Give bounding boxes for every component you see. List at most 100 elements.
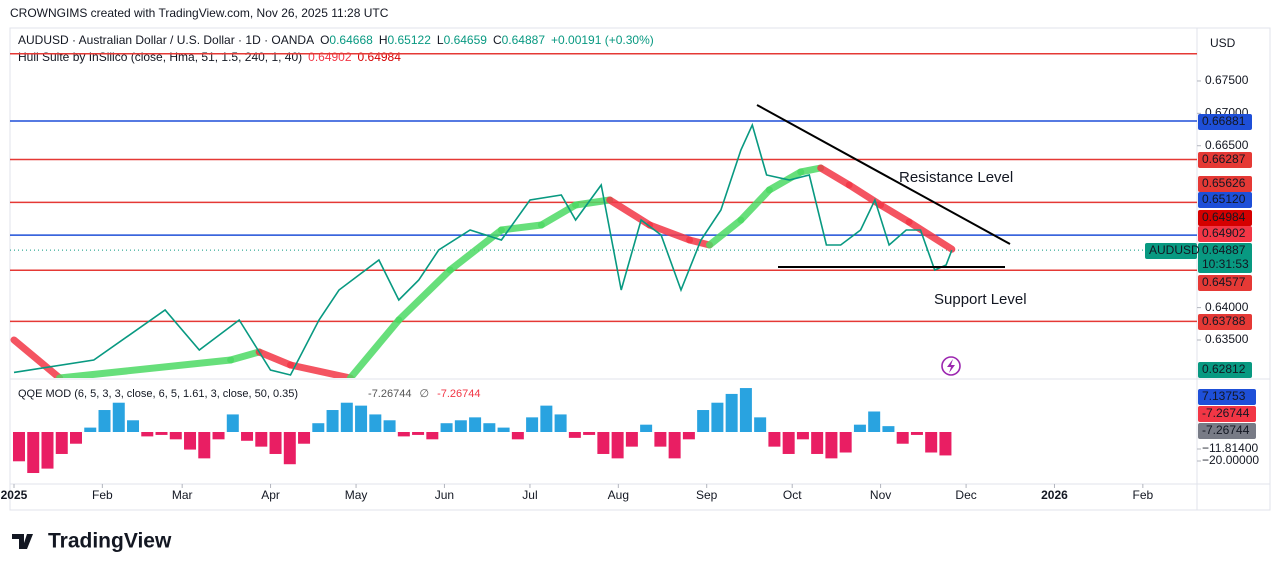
indicator-tag-label: -7.26744 — [1202, 423, 1250, 437]
qqe-bar — [554, 414, 567, 432]
indicator-tag-label: -7.26744 — [1202, 406, 1250, 420]
change: +0.00191 (+0.30%) — [551, 33, 654, 47]
qqe-bar — [412, 432, 425, 435]
indicator-tick-label: −20.00000 — [1202, 453, 1259, 467]
ohlc-value: 0.64659 — [444, 33, 488, 47]
y-tick-label: 0.67500 — [1205, 73, 1249, 87]
qqe-bar — [811, 432, 824, 454]
qqe-bar — [184, 432, 197, 450]
annotation: Support Level — [934, 291, 1027, 308]
hull-segment — [817, 164, 853, 189]
qqe-bar — [568, 432, 581, 438]
price-tag-label: 0.66881 — [1202, 114, 1246, 128]
qqe-bar — [868, 411, 881, 432]
hull-segment — [56, 356, 235, 378]
qqe-bar — [939, 432, 952, 456]
hull-segment — [905, 218, 956, 253]
price-tag-label: 0.62812 — [1202, 362, 1246, 376]
ohlc-key: O — [320, 33, 329, 47]
indicator-title: QQE MOD (6, 5, 3, 3, close, 6, 5, 1.61, … — [18, 388, 481, 400]
x-tick-label: Mar — [172, 488, 193, 502]
qqe-bar — [910, 432, 923, 435]
qqe-bar — [839, 432, 852, 453]
qqe-bar — [711, 402, 724, 432]
qqe-bar — [198, 432, 211, 459]
hull-segment — [765, 168, 805, 194]
qqe-bar — [540, 405, 553, 432]
hull-segment — [346, 316, 403, 378]
qqe-bar — [169, 432, 182, 440]
symbol: AUDUSD · Australian Dollar / U.S. Dollar… — [18, 33, 314, 47]
hull-segment — [255, 348, 295, 369]
qqe-bar — [882, 426, 895, 432]
x-tick-label: Dec — [955, 488, 976, 502]
indicator-tag — [1198, 406, 1256, 422]
price-tag-label: 0.64984 — [1202, 210, 1246, 224]
currency[interactable]: USD — [1210, 36, 1236, 50]
watermark: CROWNGIMS created with TradingView.com, … — [10, 6, 389, 20]
qqe-bar — [55, 432, 68, 454]
qqe-bar — [497, 427, 510, 432]
hull-segment — [395, 266, 454, 324]
qqe-bar — [469, 417, 482, 432]
hull-segment — [646, 221, 694, 244]
hull-segment — [706, 216, 745, 249]
readout: ∅ — [419, 388, 429, 400]
symbol-tag-label: AUDUSD — [1149, 243, 1200, 257]
hull-segment — [446, 226, 505, 274]
hull-segment — [537, 201, 580, 229]
qqe-bar — [241, 432, 254, 441]
main-pane — [10, 53, 1197, 378]
qqe-bar — [255, 432, 268, 447]
indicator-name: QQE MOD (6, 5, 3, 3, close, 6, 5, 1.61, … — [18, 388, 298, 400]
alert-icon[interactable] — [941, 356, 961, 376]
indicator-tag-label: 7.13753 — [1202, 389, 1246, 403]
price-tag-label: 0.64577 — [1202, 275, 1246, 289]
qqe-bar — [226, 414, 239, 432]
ohlc-value: 0.65122 — [387, 33, 431, 47]
y-tick-label: 0.64000 — [1205, 300, 1249, 314]
ohlc-key: H — [379, 33, 388, 47]
symbol-line: AUDUSD · Australian Dollar / U.S. Dollar… — [18, 33, 654, 47]
x-tick-label: 2026 — [1041, 488, 1068, 502]
x-tick-label: Aug — [608, 488, 629, 502]
symbol-tag — [1145, 243, 1197, 259]
indicator-name: Hull Suite by InSilico (close, Hma, 51, … — [18, 50, 302, 64]
x-tick-label: 2025 — [1, 488, 28, 502]
hull-segment — [737, 186, 773, 224]
hull-segment — [227, 348, 263, 364]
qqe-bar — [583, 432, 596, 435]
qqe-bar — [84, 427, 97, 432]
qqe-bar — [768, 432, 781, 447]
ohlc-value: 0.64668 — [329, 33, 373, 47]
qqe-bar — [141, 432, 154, 437]
qqe-bar — [896, 432, 909, 444]
annotation: Resistance Level — [899, 169, 1013, 186]
qqe-bar — [340, 402, 353, 432]
readout: -7.26744 — [437, 388, 480, 400]
hull-segment — [287, 361, 354, 378]
x-tick-label: Oct — [783, 488, 802, 502]
ohlc-value: 0.64887 — [502, 33, 546, 47]
qqe-bar — [355, 405, 368, 432]
qqe-bar — [739, 388, 752, 432]
frame — [9, 27, 1271, 511]
qqe-bar — [511, 432, 524, 440]
last-price-tag — [1198, 243, 1252, 273]
qqe-bar — [326, 410, 339, 432]
qqe-bar — [383, 420, 396, 432]
x-tick-label: Feb — [1132, 488, 1153, 502]
alert-bolt — [947, 359, 955, 373]
qqe-bar — [782, 432, 795, 454]
qqe-bar — [611, 432, 624, 459]
ohlc-key: C — [493, 33, 502, 47]
qqe-bar — [668, 432, 681, 459]
price-line — [13, 122, 953, 376]
indicator-line: Hull Suite by InSilico (close, Hma, 51, … — [18, 50, 401, 64]
y-tick-label: 0.66500 — [1205, 138, 1249, 152]
qqe-bar — [127, 420, 140, 432]
logo: TradingView — [12, 530, 172, 553]
price-tag — [1198, 362, 1252, 378]
indicator-tick-label: −11.81400 — [1202, 441, 1258, 455]
